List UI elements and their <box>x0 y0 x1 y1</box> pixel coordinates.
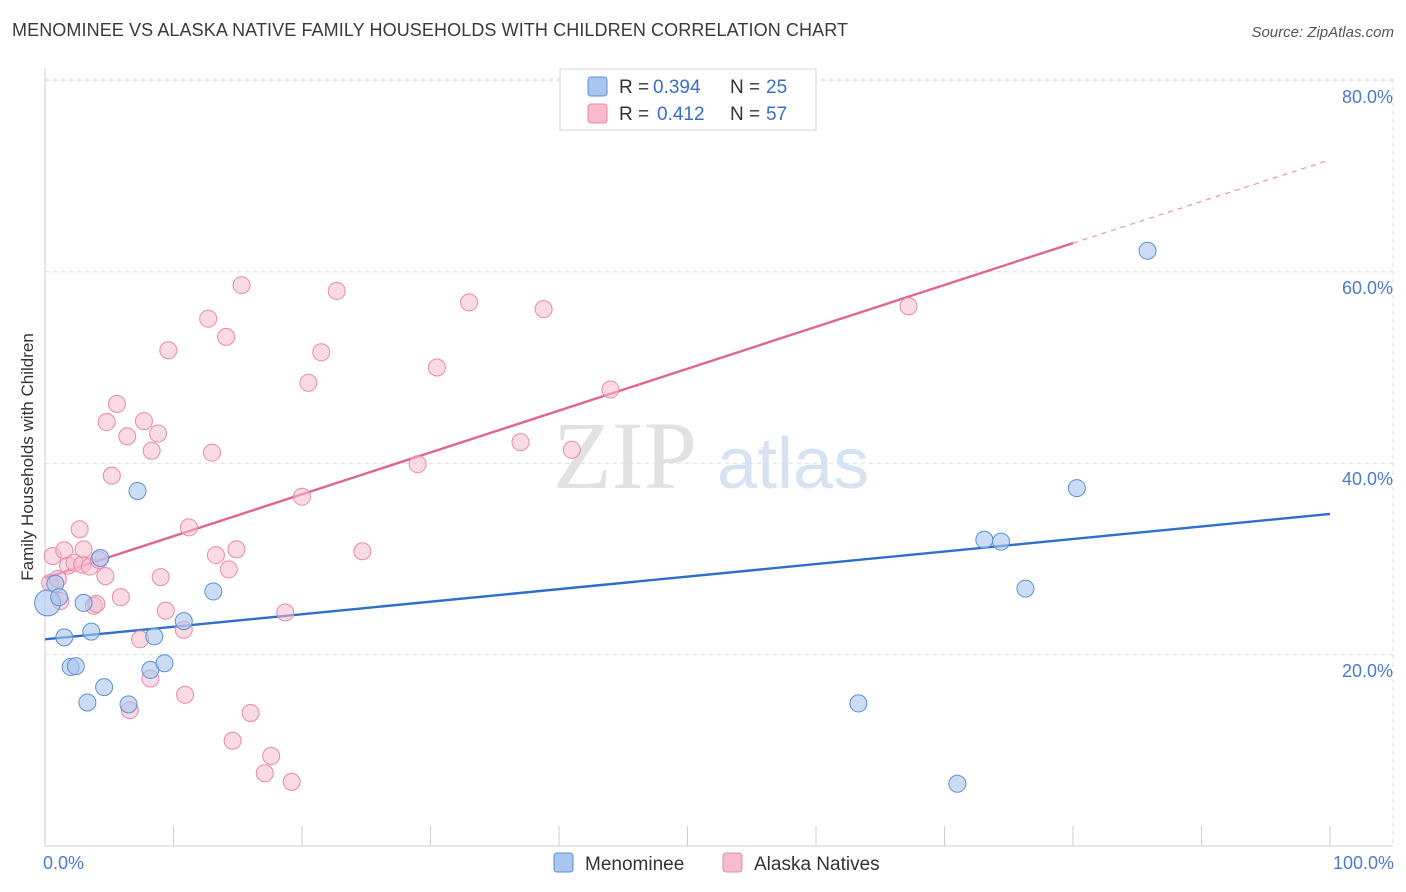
point-alaska-natives-9 <box>74 540 93 559</box>
trend-lines <box>44 159 1331 641</box>
point-alaska-natives-42 <box>262 747 281 766</box>
point-alaska-natives-49 <box>353 542 372 561</box>
point-alaska-natives-46 <box>299 373 318 392</box>
point-alaska-natives-25 <box>149 424 168 443</box>
x-tick-label-min: 0.0% <box>43 853 84 873</box>
point-alaska-natives-51 <box>427 358 446 377</box>
source-credit: Source: ZipAtlas.com <box>1251 24 1394 41</box>
point-alaska-natives-57 <box>899 297 918 316</box>
stats-legend: R = 0.394 N = 25 R = 0.412 N = 57 <box>559 68 817 131</box>
point-alaska-natives-39 <box>232 276 251 295</box>
point-alaska-natives-36 <box>219 560 238 579</box>
point-alaska-natives-40 <box>241 703 260 722</box>
bottom-legend-label-alaska-natives: Alaska Natives <box>754 854 880 875</box>
bottom-legend-label-menominee: Menominee <box>585 854 684 875</box>
point-alaska-natives-47 <box>312 343 331 362</box>
point-alaska-natives-33 <box>203 443 222 462</box>
legend-swatch-alaska-natives <box>587 103 608 124</box>
point-alaska-natives-17 <box>107 394 126 413</box>
point-menominee-19 <box>948 774 967 793</box>
point-alaska-natives-38 <box>227 540 246 559</box>
point-alaska-natives-28 <box>159 341 178 360</box>
point-menominee-16 <box>174 612 193 631</box>
watermark: ZIP atlas <box>553 402 869 509</box>
point-alaska-natives-41 <box>255 764 274 783</box>
legend-n-value-menominee: 25 <box>766 77 787 98</box>
y-axis-label: Family Households with Children <box>18 333 37 581</box>
point-alaska-natives-55 <box>562 440 581 459</box>
trend-line-menominee <box>44 512 1331 641</box>
point-menominee-14 <box>145 627 164 646</box>
point-menominee-23 <box>1067 479 1086 498</box>
legend-r-label-alaska-natives: R = <box>619 104 649 125</box>
y-tick-label-40: 40.0% <box>1342 469 1393 489</box>
legend-r-value-menominee: 0.394 <box>653 77 701 98</box>
point-alaska-natives-15 <box>97 413 116 432</box>
point-alaska-natives-44 <box>282 772 301 791</box>
point-alaska-natives-45 <box>293 487 311 506</box>
point-menominee-12 <box>128 481 147 500</box>
watermark-atlas: atlas <box>717 424 869 504</box>
y-tick-label-60: 60.0% <box>1342 278 1393 298</box>
point-alaska-natives-27 <box>156 601 175 620</box>
point-alaska-natives-19 <box>118 427 137 446</box>
data-points <box>34 241 1157 793</box>
point-alaska-natives-48 <box>327 281 346 300</box>
point-menominee-3 <box>55 628 74 647</box>
bottom-legend-swatch-menominee <box>553 852 574 873</box>
point-alaska-natives-37 <box>223 731 242 750</box>
point-alaska-natives-31 <box>179 518 198 537</box>
point-menominee-21 <box>992 532 1011 551</box>
point-alaska-natives-18 <box>111 588 130 607</box>
point-menominee-20 <box>975 530 994 549</box>
point-menominee-24 <box>1138 241 1157 260</box>
legend-n-label-menominee: N = <box>730 77 760 98</box>
point-alaska-natives-53 <box>511 433 530 452</box>
point-alaska-natives-34 <box>206 546 225 565</box>
point-menominee-6 <box>74 593 93 612</box>
point-alaska-natives-26 <box>151 568 170 587</box>
point-menominee-18 <box>849 694 868 713</box>
point-alaska-natives-43 <box>276 603 295 622</box>
point-menominee-2 <box>50 588 69 607</box>
point-menominee-5 <box>66 657 85 676</box>
point-menominee-10 <box>95 678 114 697</box>
point-alaska-natives-52 <box>460 293 479 312</box>
trend-line-alaska-natives-extension <box>1072 159 1331 244</box>
chart-title: MENOMINEE VS ALASKA NATIVE FAMILY HOUSEH… <box>12 20 849 40</box>
legend-n-value-alaska-natives: 57 <box>766 104 787 125</box>
point-alaska-natives-50 <box>408 455 427 474</box>
point-alaska-natives-7 <box>70 520 89 539</box>
point-alaska-natives-16 <box>102 466 121 485</box>
point-menominee-11 <box>119 695 138 714</box>
point-alaska-natives-35 <box>217 327 236 346</box>
trend-line-alaska-natives <box>44 241 1074 580</box>
point-menominee-15 <box>155 654 174 673</box>
series-legend: Menominee Alaska Natives <box>553 852 880 875</box>
point-alaska-natives-56 <box>601 380 620 399</box>
point-menominee-8 <box>82 622 101 641</box>
point-alaska-natives-32 <box>199 309 218 328</box>
point-menominee-22 <box>1016 579 1035 598</box>
legend-swatch-menominee <box>587 76 608 97</box>
legend-n-label-alaska-natives: N = <box>730 104 760 125</box>
point-alaska-natives-54 <box>534 300 553 319</box>
point-menominee-17 <box>204 582 223 601</box>
x-tick-label-max: 100.0% <box>1333 853 1394 873</box>
axes <box>44 68 1393 847</box>
legend-r-value-alaska-natives: 0.412 <box>657 104 705 125</box>
y-tick-label-80: 80.0% <box>1342 87 1393 107</box>
point-menominee-9 <box>91 548 110 567</box>
point-alaska-natives-14 <box>96 567 115 586</box>
legend-r-label-menominee: R = <box>619 77 649 98</box>
bottom-legend-swatch-alaska-natives <box>722 852 743 873</box>
y-tick-label-20: 20.0% <box>1342 661 1393 681</box>
point-alaska-natives-22 <box>134 412 153 431</box>
point-menominee-7 <box>78 693 97 712</box>
point-alaska-natives-30 <box>176 685 195 704</box>
point-alaska-natives-24 <box>142 441 161 460</box>
